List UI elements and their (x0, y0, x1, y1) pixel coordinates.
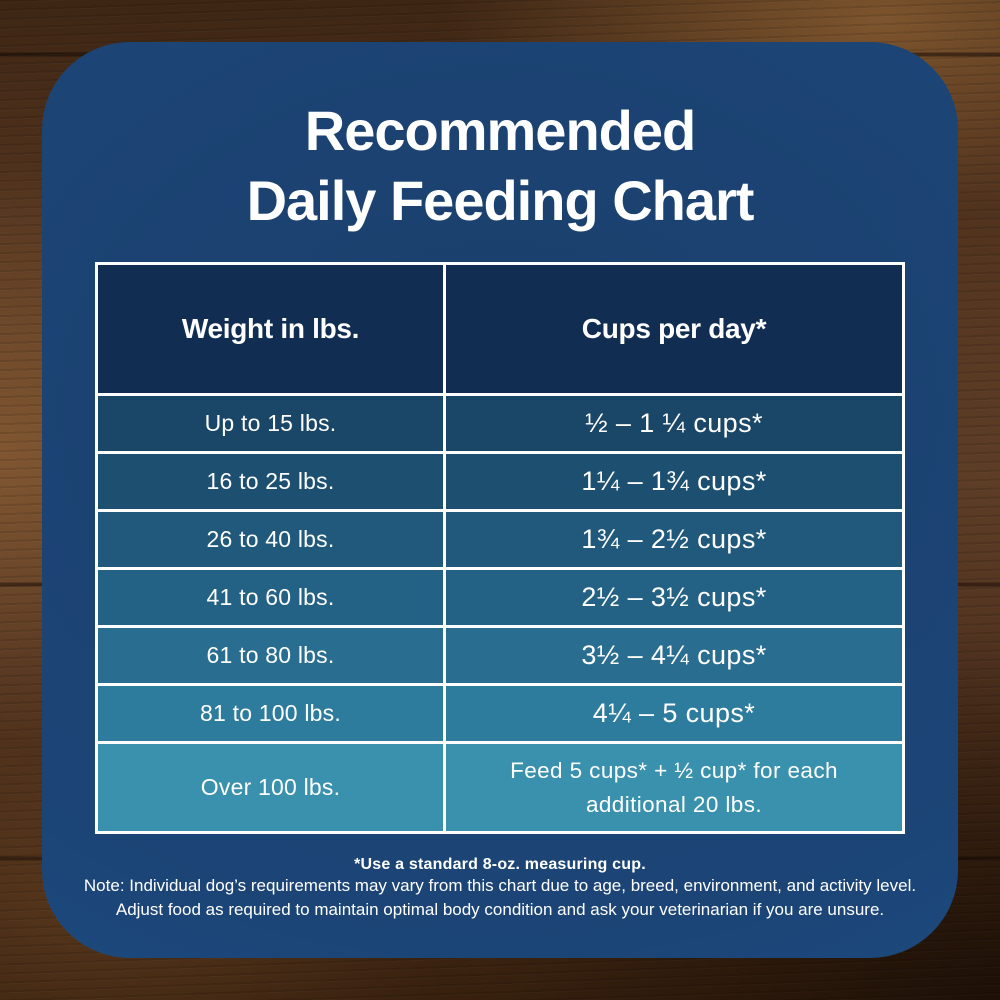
page-title-line-1: Recommended (304, 99, 696, 162)
cups-cell-0: ½ – 1 ¼ cups* (446, 396, 902, 451)
weight-cell-5: 81 to 100 lbs. (98, 686, 443, 741)
column-header-weight: Weight in lbs. (98, 265, 443, 393)
column-header-cups: Cups per day* (446, 265, 902, 393)
page-title-line-2: Daily Feeding Chart (246, 169, 755, 232)
weight-cell-1: 16 to 25 lbs. (98, 454, 443, 509)
cups-cell-5: 4¼ – 5 cups* (446, 686, 902, 741)
feeding-chart-card: Recommended Daily Feeding Chart Weight i… (42, 42, 958, 958)
measuring-cup-footnote: *Use a standard 8-oz. measuring cup. (354, 856, 646, 873)
weight-cell-0: Up to 15 lbs. (98, 396, 443, 451)
weight-cell-4: 61 to 80 lbs. (98, 628, 443, 683)
cups-cell-6: Feed 5 cups* + ½ cup* for each additiona… (446, 744, 902, 831)
page-title: Recommended Daily Feeding Chart (42, 96, 958, 236)
cups-cell-2: 1¾ – 2½ cups* (446, 512, 902, 567)
footnotes: *Use a standard 8-oz. measuring cup. Not… (42, 856, 958, 922)
cups-cell-6-text: Feed 5 cups* + ½ cup* for each additiona… (510, 757, 838, 817)
weight-cell-3: 41 to 60 lbs. (98, 570, 443, 625)
cups-cell-3: 2½ – 3½ cups* (446, 570, 902, 625)
feeding-table: Weight in lbs. Cups per day* Up to 15 lb… (95, 262, 905, 834)
note-line-2: Adjust food as required to maintain opti… (115, 900, 885, 919)
cups-cell-1: 1¼ – 1¾ cups* (446, 454, 902, 509)
weight-cell-6: Over 100 lbs. (98, 744, 443, 831)
note-line-1: Note: Individual dog’s requirements may … (83, 876, 917, 895)
cups-cell-4: 3½ – 4¼ cups* (446, 628, 902, 683)
weight-cell-2: 26 to 40 lbs. (98, 512, 443, 567)
